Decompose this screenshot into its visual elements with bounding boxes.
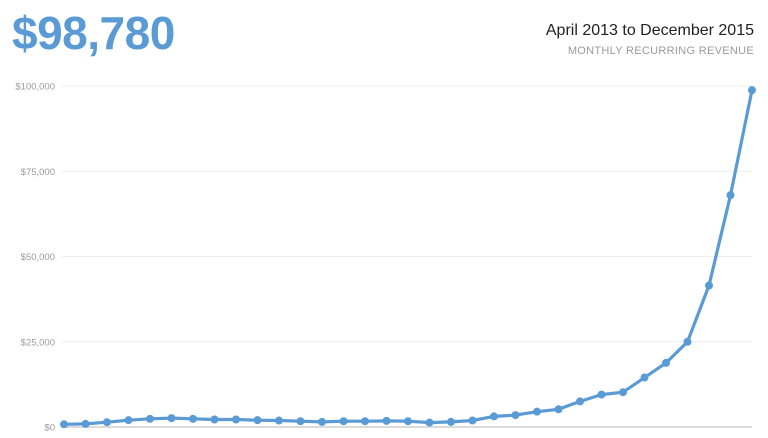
data-point — [210, 415, 219, 424]
date-range: April 2013 to December 2015 — [545, 22, 754, 39]
grid-layer — [62, 85, 752, 428]
data-point — [640, 373, 649, 382]
y-tick-label: $75,000 — [21, 167, 55, 178]
metric-label: MONTHLY RECURRING REVENUE — [567, 45, 754, 57]
y-tick-label: $0 — [44, 423, 55, 434]
data-point — [167, 414, 176, 423]
data-point — [382, 416, 391, 425]
data-point — [726, 191, 735, 200]
data-point — [576, 397, 584, 406]
data-point — [232, 415, 240, 424]
data-point — [253, 416, 262, 425]
data-point — [662, 358, 670, 367]
data-point — [124, 416, 133, 425]
data-point — [511, 411, 520, 420]
data-point — [705, 281, 713, 290]
data-point — [619, 388, 627, 397]
data-point — [296, 417, 305, 426]
data-point — [597, 390, 606, 399]
data-point — [361, 417, 369, 426]
series-line — [62, 88, 754, 426]
y-axis: $0 $25,000 $50,000 $75,000 $100,000 — [15, 82, 55, 434]
y-tick-label: $25,000 — [21, 337, 55, 348]
headline-value: $98,780 — [12, 7, 175, 59]
y-tick-label: $50,000 — [21, 252, 55, 263]
data-point — [146, 414, 154, 423]
data-point — [468, 416, 477, 425]
data-point — [425, 418, 434, 427]
data-point — [318, 417, 326, 426]
data-points — [60, 86, 756, 429]
data-point — [683, 337, 692, 346]
data-point — [447, 417, 455, 426]
data-point — [533, 407, 541, 416]
data-point — [490, 412, 498, 421]
data-point — [60, 420, 68, 429]
data-point — [103, 418, 111, 427]
data-point — [189, 414, 197, 423]
data-point — [554, 405, 563, 414]
y-tick-label: $100,000 — [15, 82, 55, 93]
data-point — [339, 417, 348, 426]
data-point — [81, 419, 90, 428]
data-point — [404, 417, 412, 426]
data-point — [748, 86, 756, 95]
data-point — [275, 416, 283, 425]
